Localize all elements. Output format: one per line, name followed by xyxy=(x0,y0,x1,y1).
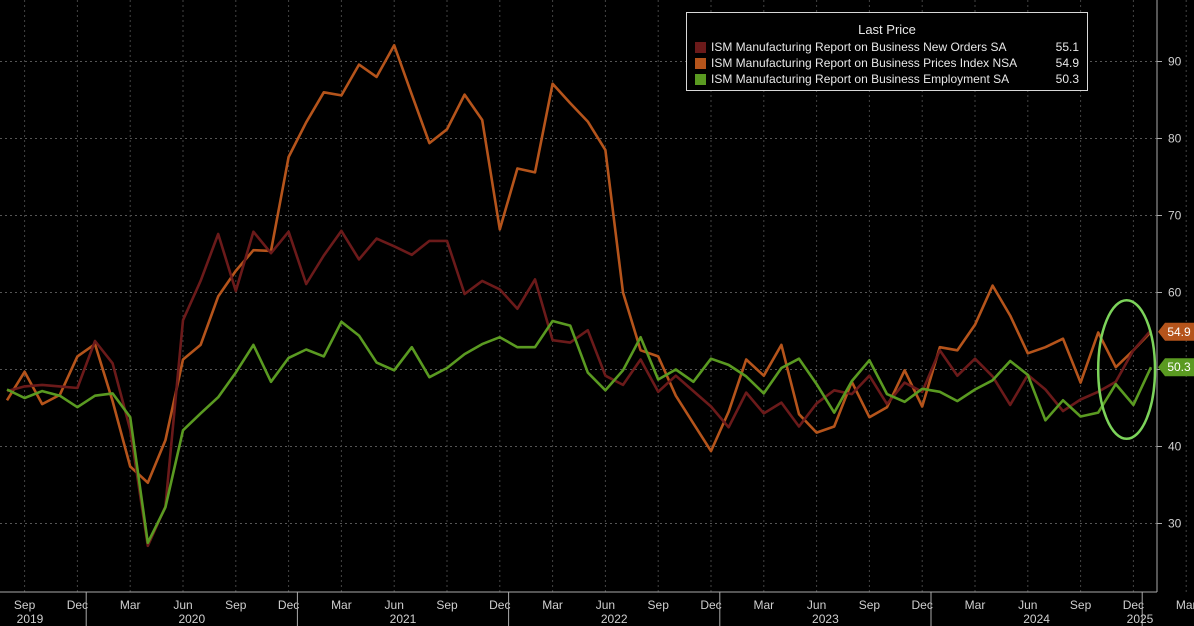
y-tick-label: 40 xyxy=(1168,440,1182,454)
x-tick-label: Jun xyxy=(385,598,404,612)
legend-label: ISM Manufacturing Report on Business Pri… xyxy=(711,56,1018,70)
legend-value: 50.3 xyxy=(1055,72,1079,86)
x-tick-label: Dec xyxy=(912,598,933,612)
x-tick-label: Dec xyxy=(489,598,510,612)
legend-item-prices: ISM Manufacturing Report on Business Pri… xyxy=(695,55,1079,71)
last-value-tags: 54.9 50.3 xyxy=(1158,322,1194,377)
x-tick-label: Mar xyxy=(542,598,563,612)
x-tick-label: Mar xyxy=(753,598,774,612)
year-label: 2024 xyxy=(1023,612,1050,626)
last-value-tag-bg xyxy=(1158,322,1194,341)
year-label: 2019 xyxy=(17,612,44,626)
year-label: 2022 xyxy=(601,612,628,626)
series-lines xyxy=(5,43,1153,548)
last-value-tag-label: 54.9 xyxy=(1167,325,1191,339)
last-value-tag-bg xyxy=(1158,358,1194,377)
x-tick-label: Sep xyxy=(648,598,670,612)
x-tick-label: Jun xyxy=(596,598,615,612)
last-value-tag: 54.9 xyxy=(1158,322,1194,341)
y-tick-label: 30 xyxy=(1168,517,1182,531)
grid xyxy=(0,0,1187,592)
legend-item-new-orders: ISM Manufacturing Report on Business New… xyxy=(695,39,1079,55)
x-tick-label: Mar xyxy=(331,598,352,612)
legend-swatch xyxy=(695,73,706,85)
last-value-tag-label: 50.3 xyxy=(1167,360,1191,374)
x-tick-label: Sep xyxy=(225,598,247,612)
legend-title: Last Price xyxy=(858,22,916,37)
x-tick-label: Dec xyxy=(67,598,88,612)
x-tick-label: Mar xyxy=(1176,598,1194,612)
series-line xyxy=(6,229,1152,548)
x-tick-label: Dec xyxy=(278,598,299,612)
x-tick-label: Dec xyxy=(1123,598,1144,612)
x-tick-label: Jun xyxy=(1018,598,1037,612)
x-tick-label: Sep xyxy=(859,598,881,612)
series-line xyxy=(6,319,1153,545)
y-tick-label: 90 xyxy=(1168,55,1182,69)
x-tick-label: Mar xyxy=(965,598,986,612)
x-tick-label: Dec xyxy=(700,598,721,612)
series-line xyxy=(5,43,1152,485)
highlight-ellipse xyxy=(1096,298,1157,441)
legend-value: 55.1 xyxy=(1055,40,1079,54)
legend-item-employment: ISM Manufacturing Report on Business Emp… xyxy=(695,71,1079,87)
legend-swatch xyxy=(695,41,706,53)
y-tick-label: 60 xyxy=(1168,286,1182,300)
x-tick-label: Sep xyxy=(14,598,36,612)
legend: Last Price ISM Manufacturing Report on B… xyxy=(686,12,1088,91)
x-tick-label: Sep xyxy=(436,598,458,612)
year-label: 2023 xyxy=(812,612,839,626)
legend-value: 54.9 xyxy=(1055,56,1079,70)
legend-swatch xyxy=(695,57,706,69)
y-tick-label: 80 xyxy=(1168,132,1182,146)
x-tick-label: Mar xyxy=(120,598,141,612)
year-label: 2021 xyxy=(390,612,417,626)
year-label: 2020 xyxy=(178,612,205,626)
legend-label: ISM Manufacturing Report on Business Emp… xyxy=(711,72,1010,86)
x-tick-label: Jun xyxy=(807,598,826,612)
x-tick-label: Jun xyxy=(173,598,192,612)
last-value-tag: 50.3 xyxy=(1158,358,1194,377)
legend-label: ISM Manufacturing Report on Business New… xyxy=(711,40,1007,54)
highlight-ellipse-shape xyxy=(1096,298,1157,441)
year-label: 2025 xyxy=(1127,612,1154,626)
y-tick-label: 70 xyxy=(1168,209,1182,223)
x-tick-label: Sep xyxy=(1070,598,1092,612)
